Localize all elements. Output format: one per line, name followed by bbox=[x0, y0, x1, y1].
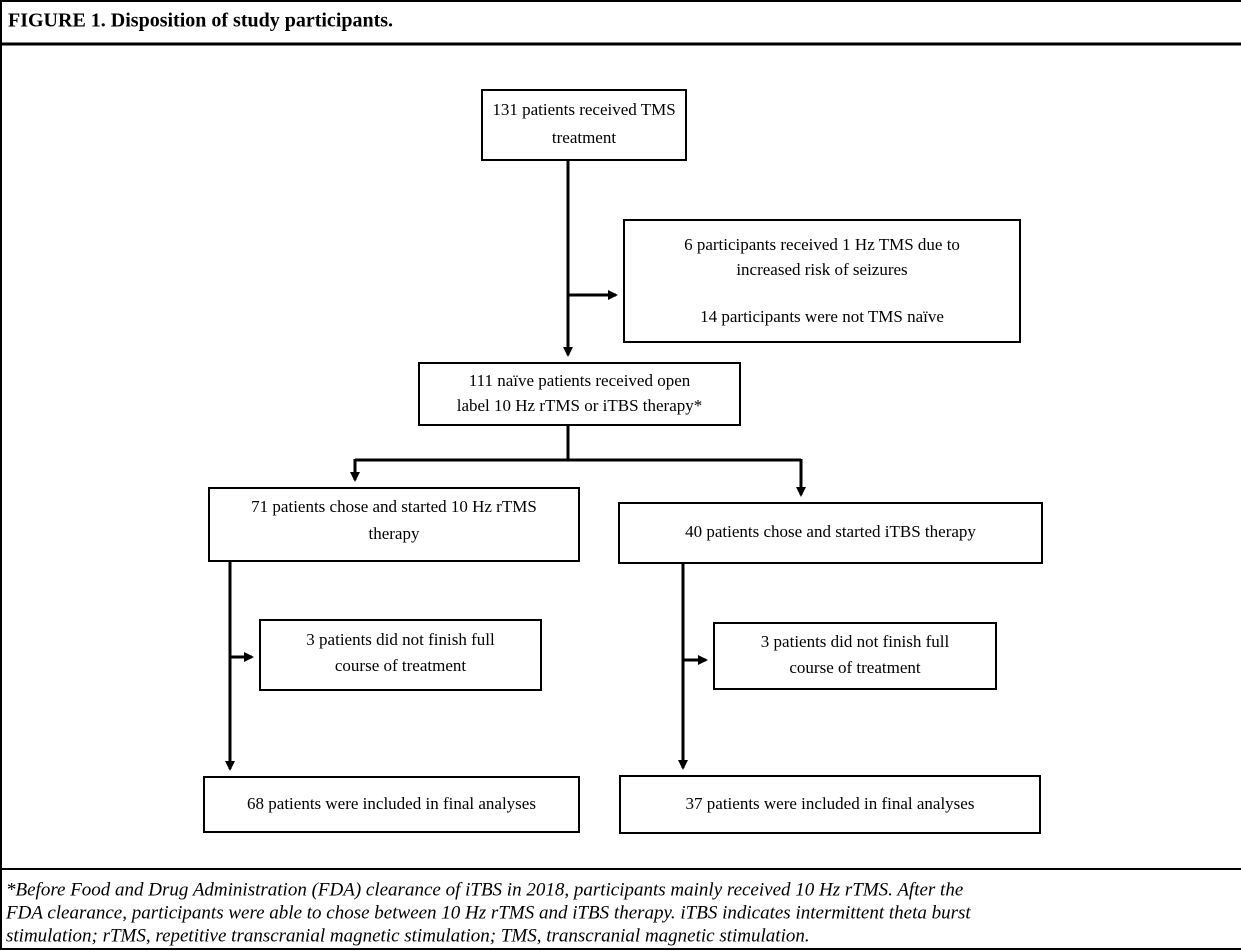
footnote-line: *Before Food and Drug Administration (FD… bbox=[6, 879, 963, 900]
node-text: 37 patients were included in final analy… bbox=[686, 794, 975, 813]
node-text: 3 patients did not finish full bbox=[306, 630, 495, 649]
node-text: 14 participants were not TMS naïve bbox=[700, 307, 944, 326]
node-box bbox=[618, 502, 1043, 564]
node-text: therapy bbox=[369, 524, 420, 543]
node-text: treatment bbox=[552, 128, 616, 147]
node-text: course of treatment bbox=[789, 658, 920, 677]
node-box bbox=[418, 362, 741, 426]
node-box bbox=[619, 775, 1041, 834]
footnote-line: FDA clearance, participants were able to… bbox=[5, 902, 971, 923]
node-text: 68 patients were included in final analy… bbox=[247, 794, 536, 813]
figure-title: FIGURE 1. Disposition of study participa… bbox=[8, 10, 393, 32]
node-box bbox=[208, 487, 580, 562]
node-box bbox=[623, 219, 1021, 343]
node-box bbox=[713, 622, 997, 690]
node-box bbox=[259, 619, 542, 691]
node-text: course of treatment bbox=[335, 656, 466, 675]
node-text: increased risk of seizures bbox=[736, 260, 907, 279]
footnote-line: stimulation; rTMS, repetitive transcrani… bbox=[6, 925, 810, 946]
node-text: 3 patients did not finish full bbox=[761, 632, 950, 651]
node-box bbox=[481, 89, 687, 161]
node-box bbox=[203, 776, 580, 833]
connectors bbox=[225, 160, 806, 771]
node-text: 131 patients received TMS bbox=[492, 100, 675, 119]
node-text: 71 patients chose and started 10 Hz rTMS bbox=[251, 497, 537, 516]
node-text: 111 naïve patients received open bbox=[469, 371, 691, 390]
connector bbox=[355, 425, 801, 462]
node-text: 6 participants received 1 Hz TMS due to bbox=[684, 235, 960, 254]
node-text: label 10 Hz rTMS or iTBS therapy* bbox=[457, 396, 703, 415]
node-text: 40 patients chose and started iTBS thera… bbox=[685, 522, 976, 541]
